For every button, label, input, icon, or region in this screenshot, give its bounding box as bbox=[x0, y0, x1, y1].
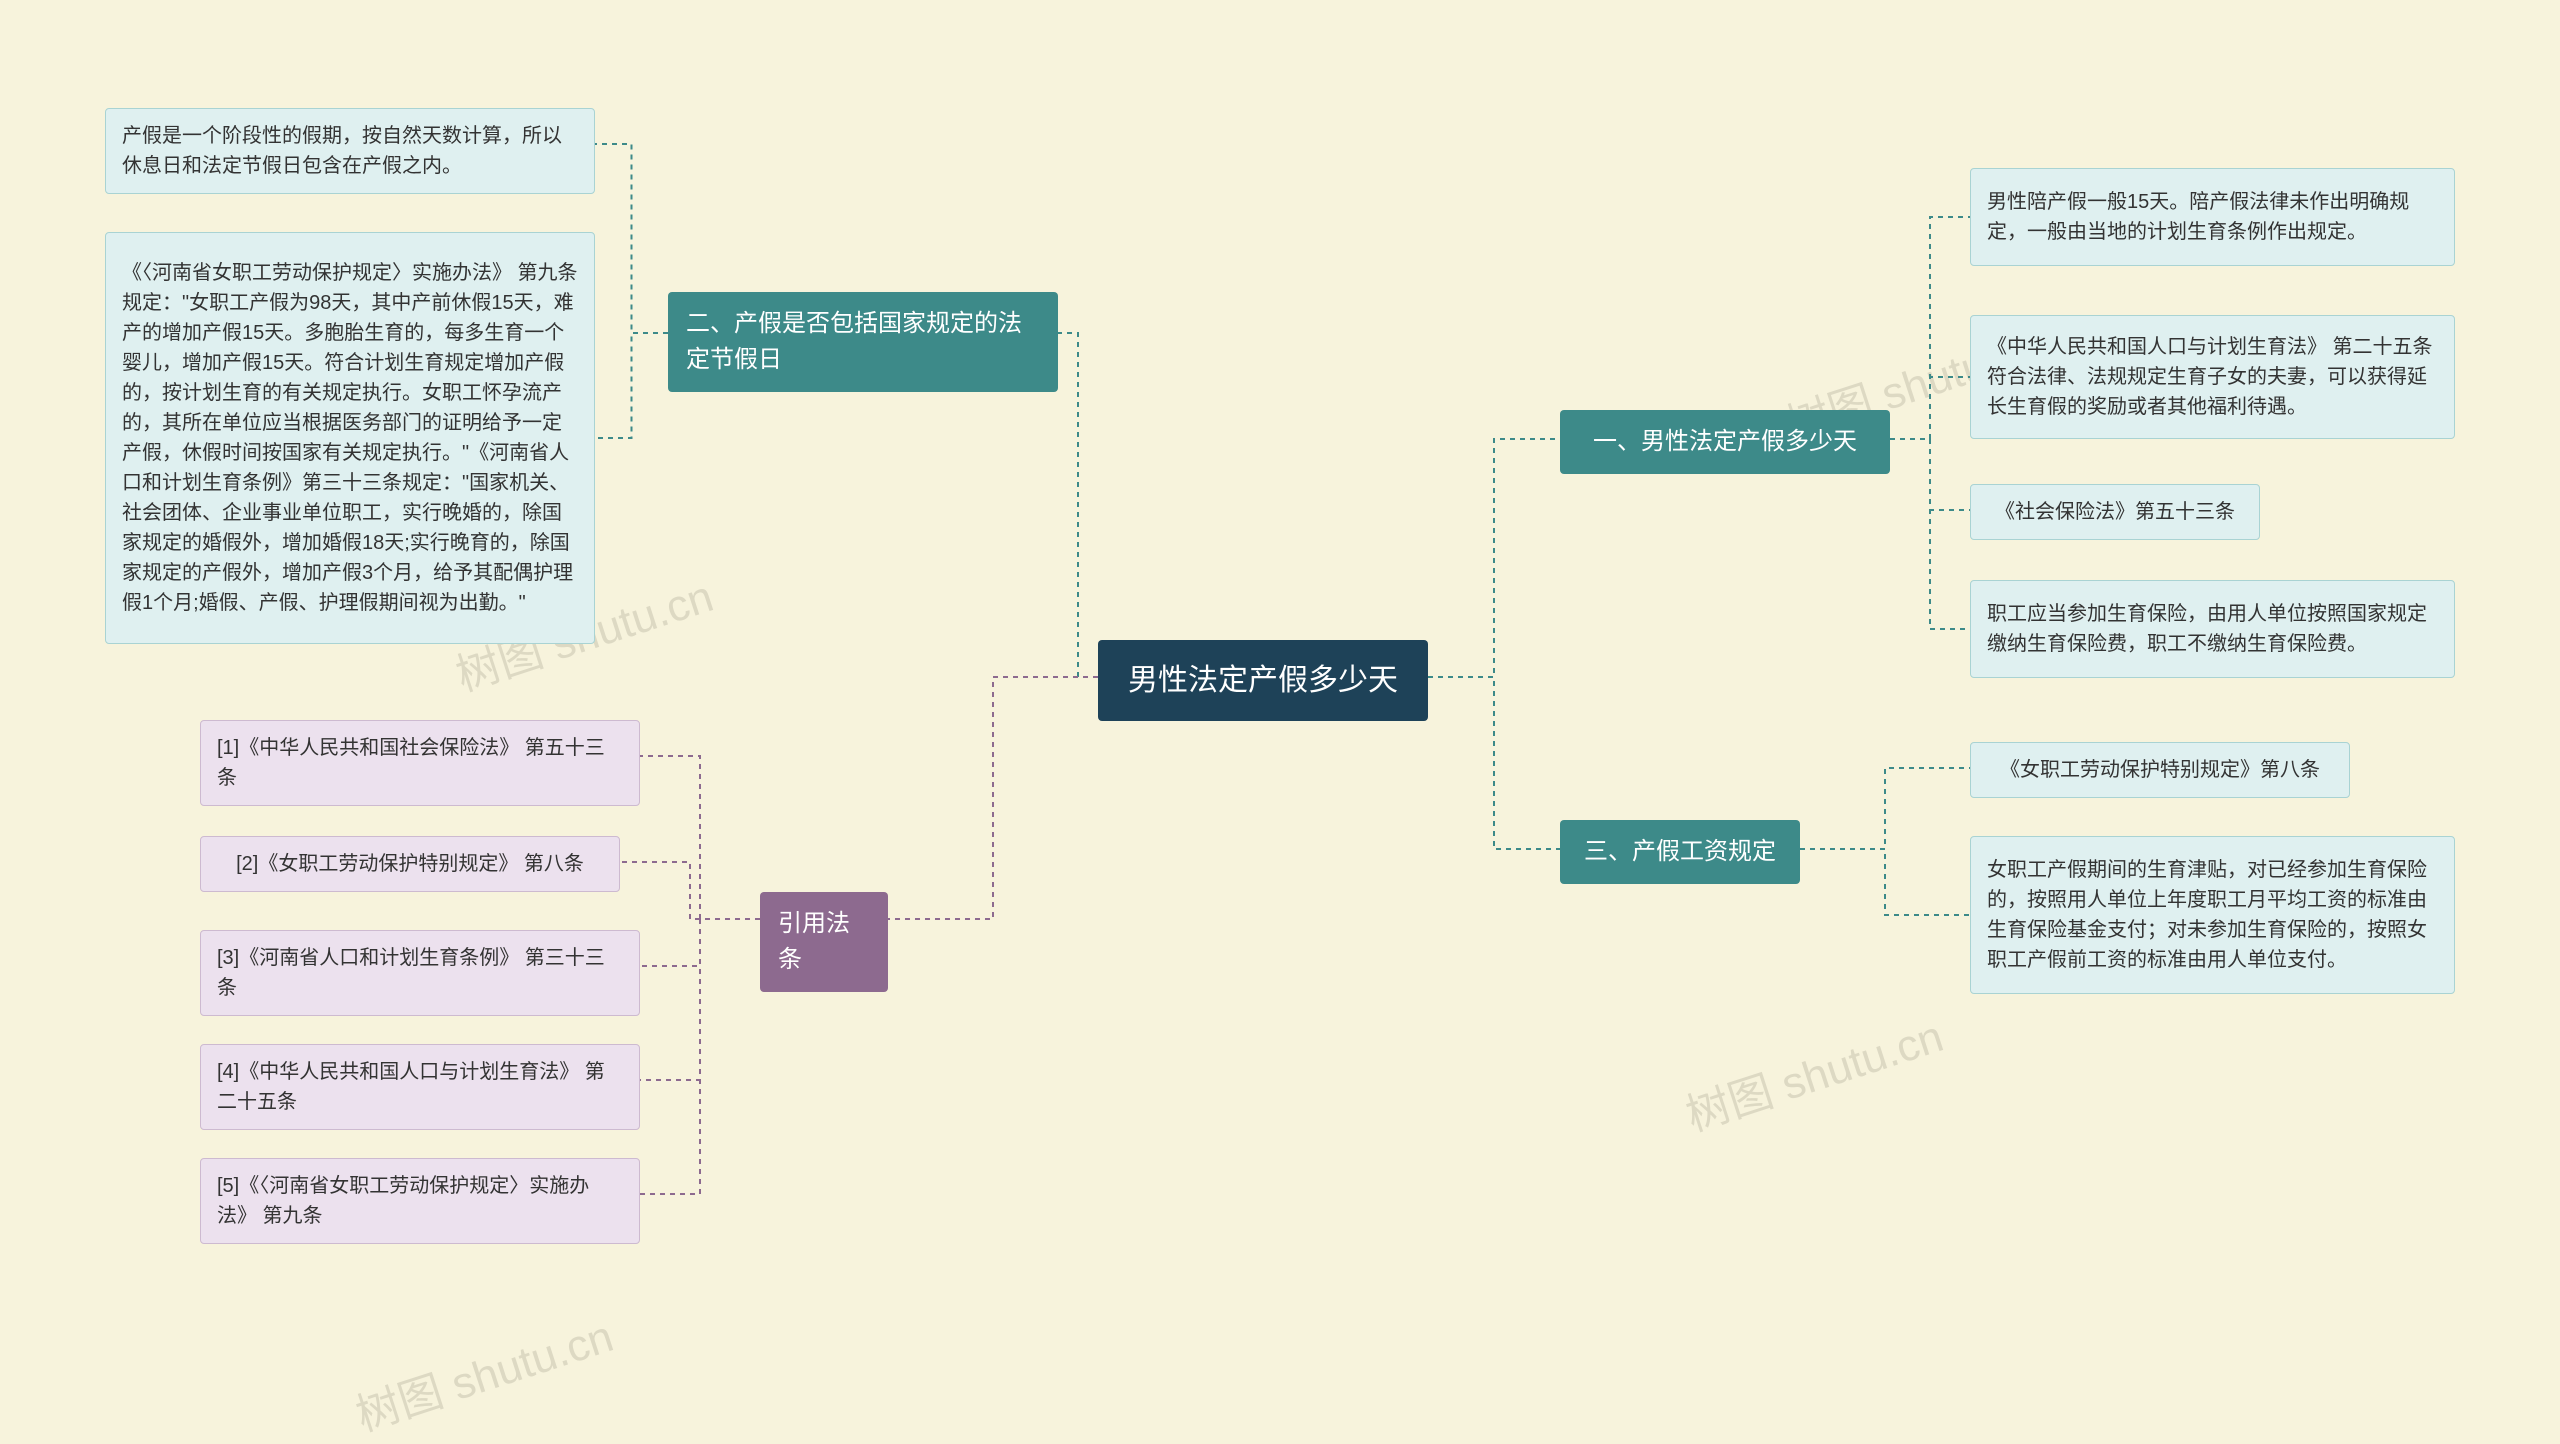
leaf-b2-1[interactable]: 产假是一个阶段性的假期，按自然天数计算，所以休息日和法定节假日包含在产假之内。 bbox=[105, 108, 595, 194]
leaf-b1-3[interactable]: 《社会保险法》第五十三条 bbox=[1970, 484, 2260, 540]
branch-4[interactable]: 引用法条 bbox=[760, 892, 888, 992]
leaf-b2-2[interactable]: 《〈河南省女职工劳动保护规定〉实施办法》 第九条规定："女职工产假为98天，其中… bbox=[105, 232, 595, 644]
leaf-b4-5[interactable]: [5]《〈河南省女职工劳动保护规定〉实施办法》 第九条 bbox=[200, 1158, 640, 1244]
watermark: 树图 shutu.cn bbox=[347, 1300, 620, 1443]
leaf-b1-2[interactable]: 《中华人民共和国人口与计划生育法》 第二十五条 符合法律、法规规定生育子女的夫妻… bbox=[1970, 315, 2455, 439]
root-node[interactable]: 男性法定产假多少天 bbox=[1098, 640, 1428, 721]
branch-2[interactable]: 二、产假是否包括国家规定的法定节假日 bbox=[668, 292, 1058, 392]
leaf-b1-1[interactable]: 男性陪产假一般15天。陪产假法律未作出明确规定，一般由当地的计划生育条例作出规定… bbox=[1970, 168, 2455, 266]
leaf-b4-2[interactable]: [2]《女职工劳动保护特别规定》 第八条 bbox=[200, 836, 620, 892]
branch-3[interactable]: 三、产假工资规定 bbox=[1560, 820, 1800, 884]
leaf-b4-1[interactable]: [1]《中华人民共和国社会保险法》 第五十三条 bbox=[200, 720, 640, 806]
leaf-b3-2[interactable]: 女职工产假期间的生育津贴，对已经参加生育保险的，按照用人单位上年度职工月平均工资… bbox=[1970, 836, 2455, 994]
watermark: 树图 shutu.cn bbox=[1677, 1000, 1950, 1143]
branch-1[interactable]: 一、男性法定产假多少天 bbox=[1560, 410, 1890, 474]
leaf-b4-4[interactable]: [4]《中华人民共和国人口与计划生育法》 第二十五条 bbox=[200, 1044, 640, 1130]
leaf-b3-1[interactable]: 《女职工劳动保护特别规定》第八条 bbox=[1970, 742, 2350, 798]
leaf-b1-4[interactable]: 职工应当参加生育保险，由用人单位按照国家规定缴纳生育保险费，职工不缴纳生育保险费… bbox=[1970, 580, 2455, 678]
leaf-b4-3[interactable]: [3]《河南省人口和计划生育条例》 第三十三条 bbox=[200, 930, 640, 1016]
